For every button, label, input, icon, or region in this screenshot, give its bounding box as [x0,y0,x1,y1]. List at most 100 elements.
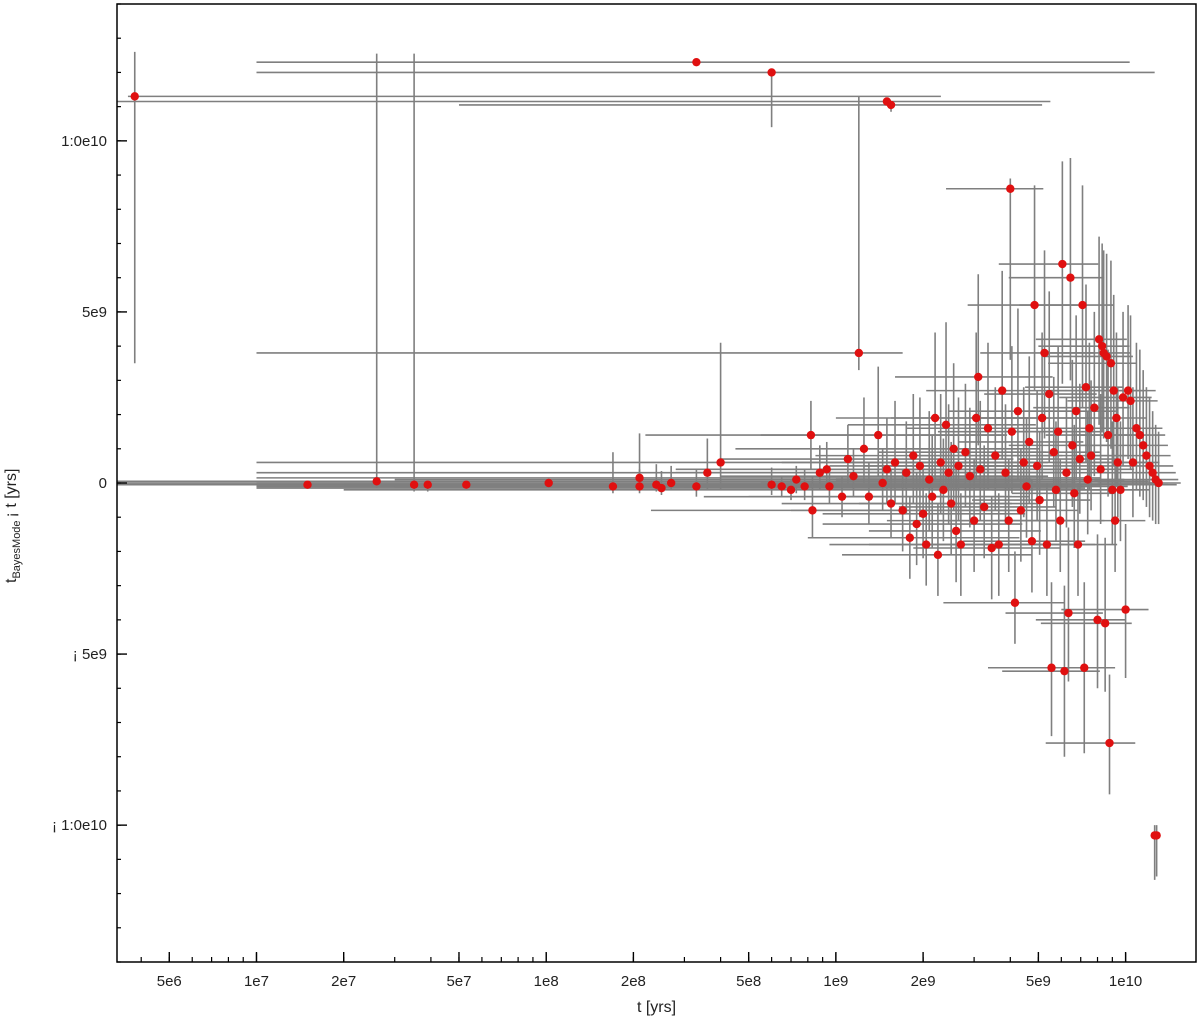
data-point [898,506,907,515]
x-tick-label: 5e8 [736,973,761,990]
y-tick-label: 0 [99,475,107,492]
x-tick-label: 2e8 [621,973,646,990]
data-point [987,543,996,553]
data-point [1022,482,1031,491]
data-point [1118,393,1128,402]
data-point [951,526,961,536]
data-point [1070,489,1079,498]
y-axis: 1:0e10 5e9 0 ¡ 5e9 ¡ 1:0e10 [52,3,127,963]
y-axis-label-rest: ¡ t [yrs] [3,469,20,518]
data-point [462,480,471,489]
data-point [974,372,983,382]
data-point [864,492,874,501]
data-point [815,468,825,477]
data-point [1112,413,1121,423]
data-point [303,480,312,489]
data-point [909,451,918,460]
data-point [1013,406,1023,416]
data-point [886,100,896,110]
data-point [1121,605,1130,614]
data-point [666,478,676,488]
y-tick-label: 1:0e10 [61,133,107,150]
data-point [1110,516,1120,525]
x-tick-label: 1e7 [244,973,269,990]
x-tick-label: 5e6 [157,973,182,990]
x-tick-label: 2e9 [911,973,936,990]
data-point [792,475,801,484]
data-point [777,482,786,491]
data-point [1007,427,1017,436]
data-point [997,386,1007,395]
data-point [890,458,900,467]
data-point [915,461,925,471]
data-point [423,480,432,489]
data-point [1001,468,1010,477]
data-point [1090,403,1099,412]
data-point [1102,352,1111,361]
data-point [1148,468,1157,477]
data-point [969,516,979,525]
data-point [849,471,858,481]
data-point [874,430,883,440]
data-point [954,461,963,471]
data-point [983,424,993,433]
data-point [1138,441,1148,450]
data-point [544,478,553,488]
errorbar-layer [117,51,1181,880]
data-point [692,57,701,67]
data-point [1071,406,1081,416]
data-point [965,471,975,481]
data-point [843,454,853,464]
data-point [905,533,915,542]
svg-text:tBayesMode¡ t [yrs]: tBayesMode ¡ t [yrs] [3,469,23,583]
data-point [372,477,381,486]
data-point [1109,386,1118,395]
data-point [822,465,831,474]
data-point [1094,335,1104,344]
data-point [1103,430,1113,440]
data-point [941,420,951,430]
data-point [1019,458,1028,467]
y-axis-label: tBayesMode ¡ t [yrs] [3,469,23,583]
data-point [1066,273,1075,282]
data-point [961,448,970,457]
data-point [882,465,892,474]
x-axis: 5e6 1e7 2e7 5e7 1e8 2e8 5e8 1e9 2e9 5e9 1e10 [140,952,1142,990]
data-point [854,348,864,358]
x-tick-label: 1e8 [534,973,559,990]
x-axis-label: t [yrs] [637,999,676,1016]
data-point [767,480,776,489]
data-point [1078,300,1087,310]
data-point [692,482,701,491]
data-point [1056,516,1065,525]
data-point [635,482,644,491]
data-point [800,482,809,491]
data-point [878,478,887,488]
data-point [1080,663,1089,672]
data-point [956,540,966,549]
marker-layer [130,57,1163,840]
data-point [635,473,644,483]
data-point [1152,831,1161,840]
data-point [949,444,958,453]
data-point [925,475,934,484]
data-point [1142,451,1151,460]
x-tick-label: 1e10 [1109,973,1142,990]
y-tick-label: 5e9 [82,304,107,321]
data-point [1064,608,1073,618]
data-point [1100,619,1110,628]
data-point [1108,485,1117,495]
data-point [1025,437,1034,447]
data-point [944,468,953,477]
data-point [927,492,937,501]
data-point [1085,424,1094,433]
data-point [939,485,948,495]
data-point [994,540,1003,549]
data-point [786,485,796,495]
data-point [1032,461,1042,471]
data-point [130,92,139,101]
y-tick-label: ¡ 5e9 [73,646,107,663]
data-point [936,458,945,467]
y-axis-label-subscript: BayesMode [11,520,23,578]
